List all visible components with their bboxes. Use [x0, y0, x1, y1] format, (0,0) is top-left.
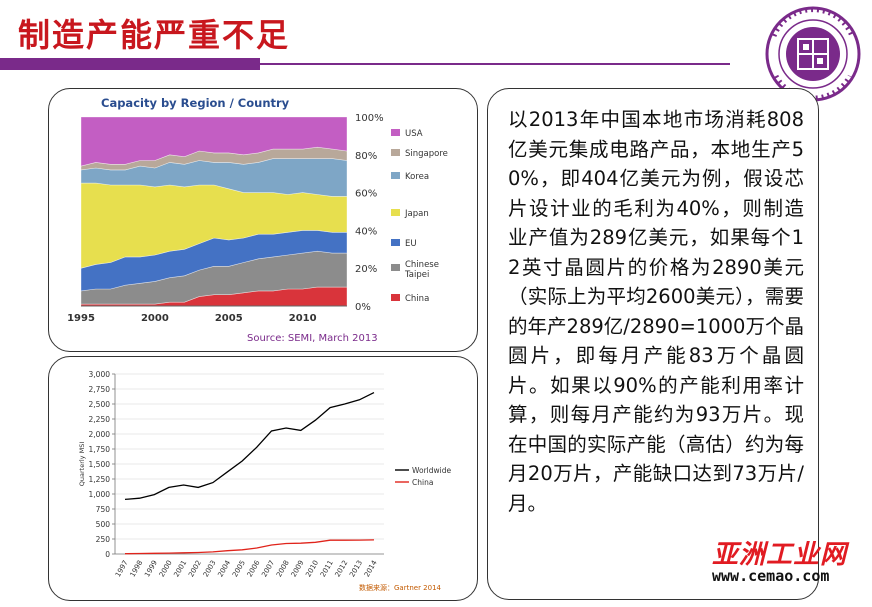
x-tick-label: 2002: [187, 559, 203, 578]
y-tick-label: 40%: [355, 226, 377, 237]
y-tick-label: 0%: [355, 302, 371, 313]
x-tick-label: 2008: [275, 559, 291, 578]
legend-label: Singapore: [405, 149, 448, 159]
y-tick-label: 0: [105, 550, 110, 559]
legend-label: China: [405, 294, 429, 304]
y-tick-label: 750: [96, 505, 111, 514]
x-tick-label: 2005: [215, 313, 243, 324]
area-series-6: [80, 116, 348, 167]
chart-title: Capacity by Region / Country: [101, 96, 290, 110]
x-tick-label: 2007: [260, 559, 276, 578]
y-tick-label: 20%: [355, 264, 377, 275]
legend-label: Taipei: [404, 270, 429, 280]
x-tick-label: 2005: [231, 559, 247, 578]
x-tick-label: 2000: [158, 559, 174, 578]
title-accent-bar: [0, 58, 260, 70]
x-tick-label: 1998: [129, 559, 145, 578]
y-tick-label: 1,500: [89, 460, 111, 469]
y-tick-label: 2,250: [89, 415, 111, 424]
x-tick-label: 2010: [304, 559, 320, 578]
y-tick-label: 80%: [355, 151, 377, 162]
msi-chart-panel: 0 250 500 750 1,000 1,250 1,500 1,750 2,000 2,250…: [48, 356, 478, 601]
legend-label: Chinese: [405, 260, 439, 270]
x-tick-label: 2001: [172, 559, 188, 578]
y-tick-label: 1,000: [89, 490, 111, 499]
x-tick-label: 2009: [290, 559, 306, 578]
x-tick-label: 2003: [202, 559, 218, 578]
x-tick-label: 2013: [348, 559, 364, 578]
x-tick-label: 1999: [143, 559, 159, 578]
x-tick-label: 2010: [289, 313, 317, 324]
y-tick-label: 250: [96, 535, 111, 544]
legend-swatch: [391, 239, 400, 246]
watermark-logo-text: 亚洲工业网: [712, 540, 848, 570]
x-tick-label: 2000: [141, 313, 169, 324]
slide-title: 制造产能严重不足: [18, 16, 291, 54]
x-tick-label: 2006: [246, 559, 262, 579]
legend-swatch: [391, 294, 400, 301]
analysis-paragraph: 以2013年中国本地市场消耗808亿美元集成电路产品，本地生产50%，即404亿…: [508, 108, 804, 515]
x-tick-label: 1997: [114, 559, 130, 578]
chart-source: Source: SEMI, March 2013: [247, 333, 378, 344]
x-tick-label: 2011: [319, 559, 335, 578]
legend-swatch: [391, 149, 400, 156]
line-series-1: [124, 539, 375, 555]
legend-label: USA: [405, 129, 423, 139]
y-tick-label: 2,750: [89, 385, 111, 394]
x-tick-label: 1995: [67, 313, 95, 324]
legend-swatch: [391, 172, 400, 179]
analysis-text-panel: 以2013年中国本地市场消耗808亿美元集成电路产品，本地生产50%，即404亿…: [487, 88, 819, 600]
watermark-url: www.cemao.com: [712, 567, 830, 585]
legend-swatch: [391, 129, 400, 136]
legend-label: China: [412, 478, 433, 487]
legend-label: Japan: [404, 209, 429, 219]
y-tick-label: 3,000: [89, 370, 111, 379]
msi-line-chart: 0 250 500 750 1,000 1,250 1,500 1,750 2,000 2,250…: [78, 370, 451, 592]
y-tick-label: 100%: [355, 113, 384, 124]
line-series-0: [124, 392, 375, 501]
y-tick-label: 1,250: [89, 475, 111, 484]
x-tick-label: 2012: [334, 559, 350, 578]
legend-swatch: [391, 264, 400, 271]
legend-label: Korea: [405, 172, 429, 182]
y-tick-label: 1,750: [89, 445, 111, 454]
chart-source: 数据来源：Gartner 2014: [359, 583, 442, 592]
y-tick-label: 60%: [355, 189, 377, 200]
legend-label: Worldwide: [412, 466, 451, 475]
y-tick-label: 2,000: [89, 430, 111, 439]
y-tick-label: 500: [96, 520, 111, 529]
title-underline: [260, 63, 730, 65]
y-axis-label: Quarterly MSI: [78, 442, 86, 487]
x-tick-label: 2014: [363, 559, 379, 579]
capacity-area-chart: Capacity by Region / Country 1995 2000 2005…: [67, 96, 448, 344]
legend-swatch: [391, 209, 400, 216]
legend-label: EU: [405, 239, 417, 249]
y-tick-label: 2,500: [89, 400, 111, 409]
capacity-chart-panel: Capacity by Region / Country 1995 2000 2005…: [48, 88, 478, 352]
x-tick-label: 2004: [216, 559, 232, 579]
